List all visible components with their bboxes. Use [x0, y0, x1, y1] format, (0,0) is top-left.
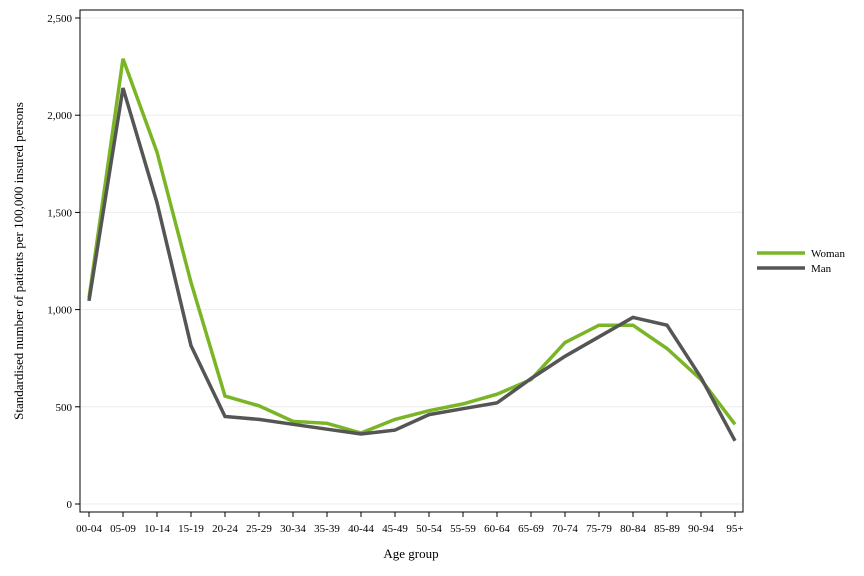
x-tick-label: 10-14	[144, 523, 170, 535]
y-tick-label: 1,500	[47, 207, 72, 219]
y-axis-title: Standardised number of patients per 100,…	[11, 102, 26, 420]
x-tick-label: 30-34	[280, 523, 306, 535]
x-tick-label: 00-04	[76, 523, 102, 535]
axis-ticks: 0 500 1,000 1,500 2,000 2,500 00-04 05-09 10-14 1…	[47, 13, 743, 535]
x-axis-title: Age group	[383, 546, 438, 561]
x-tick-label: 90-94	[688, 523, 714, 535]
y-tick-label: 0	[67, 499, 73, 511]
grid	[81, 17, 742, 505]
x-tick-label: 95+	[726, 523, 743, 535]
y-tick-label: 2,000	[47, 110, 72, 122]
x-tick-label: 15-19	[178, 523, 204, 535]
x-tick-label: 60-64	[484, 523, 510, 535]
y-tick-label: 1,000	[47, 305, 72, 317]
x-tick-label: 25-29	[246, 523, 272, 535]
x-tick-label: 35-39	[314, 523, 340, 535]
legend: Woman Man	[757, 248, 845, 275]
x-tick-label: 20-24	[212, 523, 238, 535]
y-tick-label: 2,500	[47, 13, 72, 25]
legend-label-woman: Woman	[811, 248, 845, 260]
legend-label-man: Man	[811, 263, 832, 275]
x-tick-label: 65-69	[518, 523, 544, 535]
x-tick-label: 75-79	[586, 523, 612, 535]
x-tick-label: 55-59	[450, 523, 476, 535]
plot-frame	[79, 9, 744, 513]
x-tick-label: 50-54	[416, 523, 442, 535]
x-tick-label: 85-89	[654, 523, 680, 535]
x-tick-label: 05-09	[110, 523, 136, 535]
series-lines	[87, 58, 737, 442]
series-line-man	[87, 87, 737, 442]
x-tick-label: 80-84	[620, 523, 646, 535]
x-tick-label: 70-74	[552, 523, 578, 535]
series-line-woman	[87, 58, 737, 435]
x-tick-label: 45-49	[382, 523, 408, 535]
x-tick-label: 40-44	[348, 523, 374, 535]
y-tick-label: 500	[56, 402, 73, 414]
